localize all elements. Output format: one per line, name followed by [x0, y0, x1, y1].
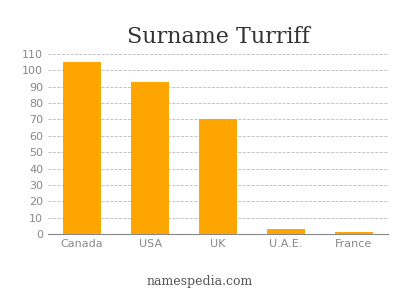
Text: namespedia.com: namespedia.com — [147, 275, 253, 288]
Bar — [199, 119, 237, 234]
Bar — [335, 232, 372, 234]
Bar — [267, 229, 305, 234]
Bar — [64, 62, 101, 234]
Title: Surname Turriff: Surname Turriff — [127, 26, 309, 48]
Bar — [131, 82, 169, 234]
